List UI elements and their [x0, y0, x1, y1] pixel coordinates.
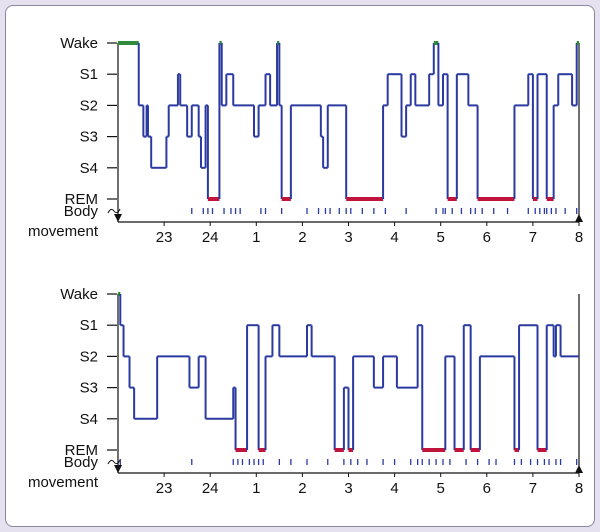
chart1-body-label: Body — [64, 203, 99, 220]
chart2-movement-label: movement — [28, 474, 99, 491]
chart2-stage-label-wake: Wake — [60, 286, 98, 303]
chart2-stage-label-rem: REM — [65, 442, 98, 459]
chart1-x-tick-label-1: 1 — [252, 229, 260, 246]
chart2-x-tick-label-7: 7 — [529, 480, 537, 497]
chart1-stage-label-s2: S2 — [80, 97, 98, 114]
chart1-x-tick-label-23: 23 — [156, 229, 173, 246]
chart2-x-tick-label-6: 6 — [483, 480, 491, 497]
chart1-y-axis-arrow — [114, 214, 122, 222]
chart2-x-tick-label-1: 1 — [252, 480, 260, 497]
chart1-stage-label-s4: S4 — [80, 160, 98, 177]
chart2-x-tick-label-23: 23 — [156, 480, 173, 497]
chart1-x-tick-label-6: 6 — [483, 229, 491, 246]
chart2-x-tick-label-2: 2 — [298, 480, 306, 497]
chart2-x-tick-label-8: 8 — [575, 480, 583, 497]
chart2-stage-label-s4: S4 — [80, 411, 98, 428]
chart2-x-tick-label-5: 5 — [437, 480, 445, 497]
chart1-stage-label-s3: S3 — [80, 129, 98, 146]
chart1-movement-label: movement — [28, 223, 99, 240]
chart1-stage-label-rem: REM — [65, 191, 98, 208]
chart2-y-axis-arrow — [114, 465, 122, 473]
chart1-right-axis-arrow — [575, 214, 583, 222]
chart2-stage-label-s2: S2 — [80, 348, 98, 365]
chart2-right-axis-arrow — [575, 465, 583, 473]
chart1-stage-label-s1: S1 — [80, 66, 98, 83]
chart2-x-tick-label-24: 24 — [202, 480, 219, 497]
chart1-x-tick-label-24: 24 — [202, 229, 219, 246]
chart1-x-tick-label-2: 2 — [298, 229, 306, 246]
chart2-stage-label-s1: S1 — [80, 317, 98, 334]
chart1-x-tick-label-5: 5 — [437, 229, 445, 246]
chart1-plot-area — [118, 43, 579, 222]
chart1-x-tick-label-7: 7 — [529, 229, 537, 246]
chart2-body-label: Body — [64, 454, 99, 471]
chart2-x-tick-label-4: 4 — [390, 480, 398, 497]
chart2-stage-label-s3: S3 — [80, 380, 98, 397]
chart2-x-tick-label-3: 3 — [344, 480, 352, 497]
chart1-x-tick-label-4: 4 — [390, 229, 398, 246]
chart1-x-tick-label-3: 3 — [344, 229, 352, 246]
chart1-x-tick-label-8: 8 — [575, 229, 583, 246]
chart1-stage-label-wake: Wake — [60, 35, 98, 52]
